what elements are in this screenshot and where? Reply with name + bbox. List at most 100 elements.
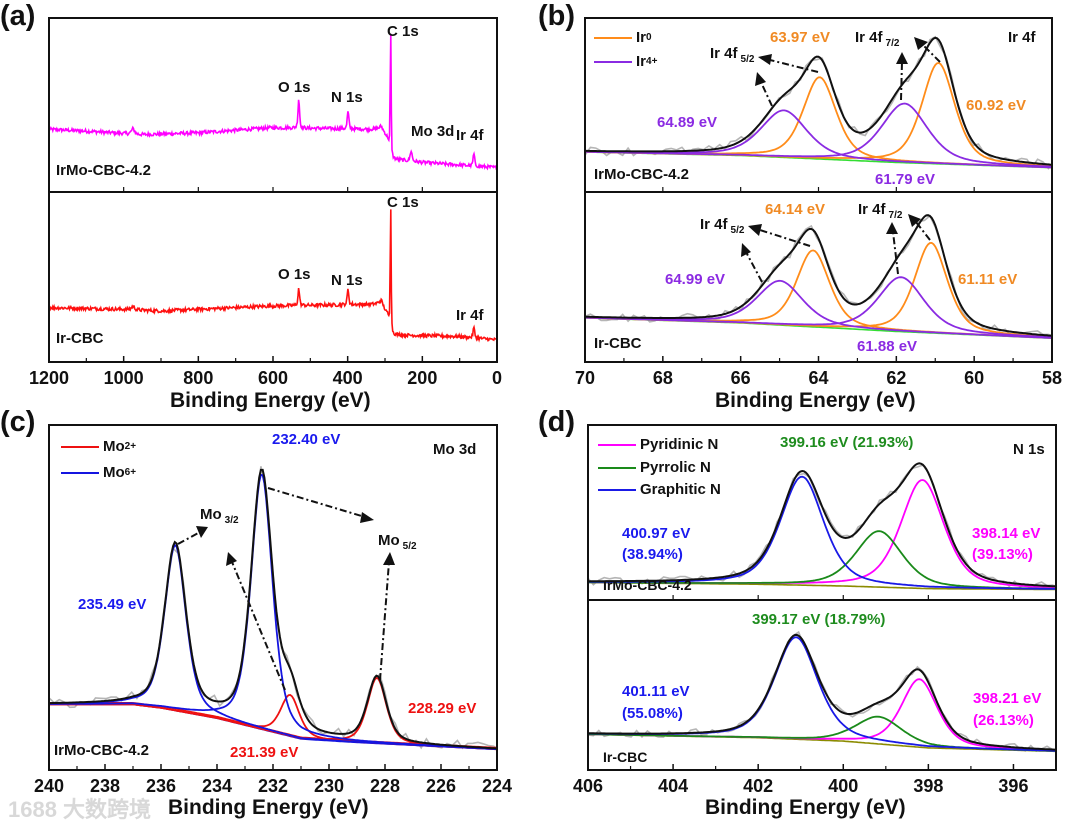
legend-label: Ir <box>636 53 647 70</box>
arrow-heads <box>196 37 928 566</box>
subplot-irmo-cbc-4.2 <box>585 35 1052 170</box>
panel-title: Mo 3d <box>433 441 477 458</box>
annotation-text: Ir 4f <box>855 29 883 46</box>
arrow-b-top-4 <box>921 43 941 63</box>
x-axis-title-c: Binding Energy (eV) <box>168 796 369 819</box>
fit-envelope-line <box>49 468 497 750</box>
legend-item-pyridinic: Pyridinic N <box>598 436 718 453</box>
annotation-text: Mo <box>378 532 400 549</box>
x-tick-label: 62 <box>886 368 906 388</box>
x-tick-label: 58 <box>1042 368 1062 388</box>
peak-label: 401.11 eV <box>622 683 690 700</box>
legend-item-ir0: Ir 0 <box>594 29 652 46</box>
arrow-b-top-2 <box>759 79 773 107</box>
annotation-sub: 7/2 <box>885 38 900 49</box>
x-tick-label: 600 <box>258 368 288 388</box>
peak-percent: (55.08%) <box>622 705 683 722</box>
annotation-sub: 5/2 <box>730 225 745 236</box>
x-tick-label: 404 <box>658 776 688 796</box>
arrowhead-icon <box>755 72 766 86</box>
x-tick-label: 232 <box>258 776 288 796</box>
x-tick-label: 60 <box>964 368 984 388</box>
annotation-ir4f52: Ir 4f 5/2 <box>700 217 744 236</box>
arrow-c-4 <box>379 561 390 681</box>
peak-label: 399.16 eV (21.93%) <box>780 434 914 451</box>
arrowhead-icon <box>758 54 772 65</box>
panel-label-b: (b) <box>538 0 576 32</box>
arrowhead-icon <box>226 552 237 566</box>
x-tick-label: 234 <box>202 776 232 796</box>
peak-label: 64.99 eV <box>665 271 726 288</box>
legend-sup: 4+ <box>646 56 658 67</box>
arrow-b-bot-1 <box>759 229 811 247</box>
legend-swatch <box>61 445 99 448</box>
x-tick-label: 66 <box>731 368 751 388</box>
peak-label-n1s: N 1s <box>331 272 363 289</box>
annotation-text: Ir 4f <box>858 201 886 218</box>
legend-item-mo6: Mo 6+ <box>61 464 136 481</box>
x-axis-title-d: Binding Energy (eV) <box>705 796 906 819</box>
subplot-irmo-cbc-4.2 <box>49 33 497 171</box>
arrowhead-icon <box>914 37 928 50</box>
peak-label: 61.79 eV <box>875 171 936 188</box>
plot-frames: 1200 1000 800 600 400 200 0 70 68 66 64 62 60 58 240 23… <box>29 17 1062 796</box>
arrow-b-top-3 <box>900 61 903 101</box>
legend-label: Pyridinic N <box>640 436 719 453</box>
sample-label: IrMo-CBC-4.2 <box>603 577 692 593</box>
fit-envelope-line <box>588 462 1056 588</box>
legend-label: Mo <box>103 438 125 455</box>
x-axis-title-a: Binding Energy (eV) <box>170 389 371 412</box>
panel-title: N 1s <box>1013 441 1045 458</box>
x-tick-label: 236 <box>146 776 176 796</box>
panel-label-c: (c) <box>0 406 36 438</box>
x-tick-label: 400 <box>828 776 858 796</box>
x-tick-label: 402 <box>743 776 773 796</box>
survey-spectrum-line <box>49 33 497 171</box>
subplot-ir-cbc <box>49 209 497 343</box>
legend-label: Graphitic N <box>640 481 721 498</box>
peak-label: 398.14 eV <box>972 525 1041 542</box>
arrow-c-1 <box>177 531 201 545</box>
annotation-sub: 7/2 <box>888 210 903 221</box>
annotation-ir4f52: Ir 4f 5/2 <box>710 46 754 65</box>
legend-item-graphitic: Graphitic N <box>598 481 721 498</box>
fit-component-mo2- <box>49 676 497 750</box>
sample-label: Ir-CBC <box>603 749 648 765</box>
arrows <box>177 43 941 691</box>
legend-sup: 6+ <box>124 467 137 478</box>
x-tick-label: 224 <box>482 776 512 796</box>
arrow-c-2 <box>231 561 286 691</box>
peak-label: 63.97 eV <box>770 29 831 46</box>
peak-label-ir4f: Ir 4f <box>456 307 484 324</box>
x-tick-label: 406 <box>573 776 603 796</box>
fit-component-ir4- <box>585 276 1052 339</box>
x-tick-label: 226 <box>426 776 456 796</box>
legend-sup: 2+ <box>124 441 137 452</box>
legend-item-mo2: Mo 2+ <box>61 438 136 455</box>
annotation-text: Ir 4f <box>710 45 738 62</box>
arrowhead-icon <box>360 512 374 523</box>
peak-label-c1s: C 1s <box>387 23 419 40</box>
x-tick-label: 68 <box>653 368 673 388</box>
arrowhead-icon <box>748 224 762 236</box>
annotation-text: Mo <box>200 506 222 523</box>
subplot-ir-cbc <box>585 214 1052 339</box>
arrowhead-icon <box>908 214 921 227</box>
annotation-sub: 5/2 <box>402 541 417 552</box>
x-tick-label: 70 <box>575 368 595 388</box>
panel-label-d: (d) <box>538 406 576 438</box>
panel-title: Ir 4f <box>1008 29 1036 46</box>
x-tick-label: 200 <box>407 368 437 388</box>
sample-label: IrMo-CBC-4.2 <box>594 166 690 183</box>
annotation-ir4f72: Ir 4f 7/2 <box>855 30 899 49</box>
legend-swatch <box>594 36 632 39</box>
peak-label-ir4f: Ir 4f <box>456 127 484 144</box>
sample-label: IrMo-CBC-4.2 <box>54 742 150 759</box>
x-tick-label: 238 <box>90 776 120 796</box>
subplot-irmo-cbc-4.2 <box>49 466 497 751</box>
peak-label-mo3d: Mo 3d <box>411 123 455 140</box>
x-tick-label: 228 <box>370 776 400 796</box>
peak-percent: (39.13%) <box>972 546 1033 563</box>
arrow-c-3 <box>267 487 366 518</box>
